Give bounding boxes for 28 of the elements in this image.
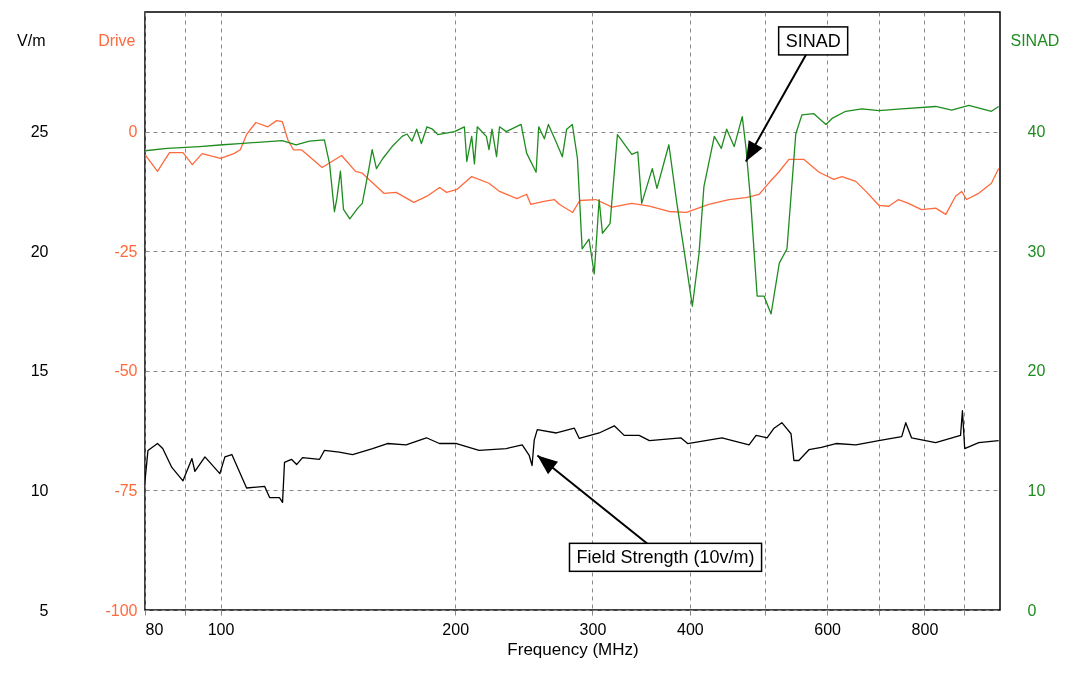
x-tick-label: 600 [814, 620, 842, 638]
y3-tick-label: 0 [128, 123, 138, 141]
y3-axis-title: Drive [98, 31, 136, 49]
x-tick-label: 100 [207, 620, 235, 638]
x-tick-label: 200 [442, 620, 470, 638]
y-tick-label: 25 [30, 123, 49, 141]
x-tick-label: 300 [579, 620, 607, 638]
y2-tick-label: 20 [1027, 362, 1046, 380]
y3-tick-label: -50 [114, 362, 138, 380]
x-tick-label: 80 [145, 620, 164, 638]
y-tick-label: 20 [30, 242, 49, 260]
y-tick-label: 10 [30, 481, 49, 499]
x-tick-label: 800 [911, 620, 939, 638]
x-tick-label: 400 [676, 620, 704, 638]
y3-tick-label: -100 [105, 601, 138, 619]
annotation: Field Strength (10v/m) [576, 547, 755, 568]
y3-tick-label: -75 [114, 481, 138, 499]
y2-tick-label: 10 [1027, 481, 1046, 499]
y-axis-title: V/m [17, 31, 46, 49]
y-tick-label: 15 [30, 362, 49, 380]
y2-tick-label: 40 [1027, 123, 1046, 141]
x-axis-title: Frequency (MHz) [507, 639, 639, 659]
annotation: SINAD [785, 30, 841, 51]
y2-axis-title: SINAD [1010, 31, 1060, 49]
y2-tick-label: 0 [1027, 601, 1037, 619]
y3-tick-label: -25 [114, 242, 138, 260]
y-tick-label: 5 [39, 601, 49, 619]
y2-tick-label: 30 [1027, 242, 1046, 260]
